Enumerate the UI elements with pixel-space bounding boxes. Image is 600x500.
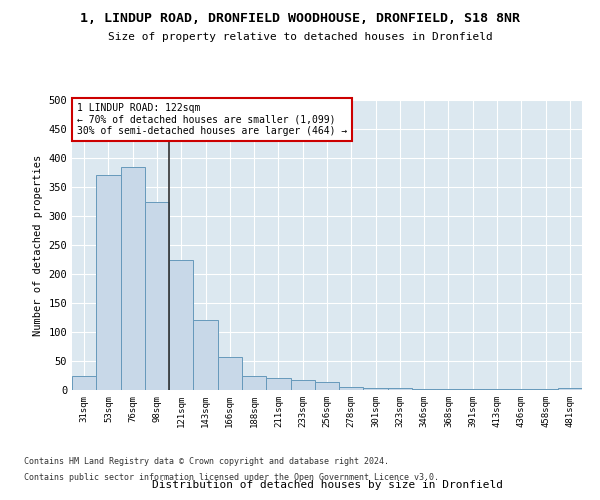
Y-axis label: Number of detached properties: Number of detached properties bbox=[33, 154, 43, 336]
Bar bbox=[339, 386, 364, 390]
Bar bbox=[290, 380, 315, 390]
Text: Contains public sector information licensed under the Open Government Licence v3: Contains public sector information licen… bbox=[24, 472, 439, 482]
Bar bbox=[266, 378, 290, 390]
X-axis label: Distribution of detached houses by size in Dronfield: Distribution of detached houses by size … bbox=[151, 480, 503, 490]
Bar bbox=[96, 176, 121, 390]
Bar bbox=[315, 382, 339, 390]
Bar bbox=[169, 260, 193, 390]
Bar bbox=[242, 376, 266, 390]
Bar bbox=[412, 389, 436, 390]
Text: 1, LINDUP ROAD, DRONFIELD WOODHOUSE, DRONFIELD, S18 8NR: 1, LINDUP ROAD, DRONFIELD WOODHOUSE, DRO… bbox=[80, 12, 520, 26]
Bar bbox=[388, 388, 412, 390]
Bar bbox=[193, 320, 218, 390]
Bar bbox=[121, 166, 145, 390]
Bar bbox=[72, 376, 96, 390]
Bar bbox=[218, 357, 242, 390]
Text: Contains HM Land Registry data © Crown copyright and database right 2024.: Contains HM Land Registry data © Crown c… bbox=[24, 458, 389, 466]
Bar bbox=[364, 388, 388, 390]
Bar bbox=[558, 388, 582, 390]
Text: Size of property relative to detached houses in Dronfield: Size of property relative to detached ho… bbox=[107, 32, 493, 42]
Text: 1 LINDUP ROAD: 122sqm
← 70% of detached houses are smaller (1,099)
30% of semi-d: 1 LINDUP ROAD: 122sqm ← 70% of detached … bbox=[77, 103, 347, 136]
Bar bbox=[145, 202, 169, 390]
